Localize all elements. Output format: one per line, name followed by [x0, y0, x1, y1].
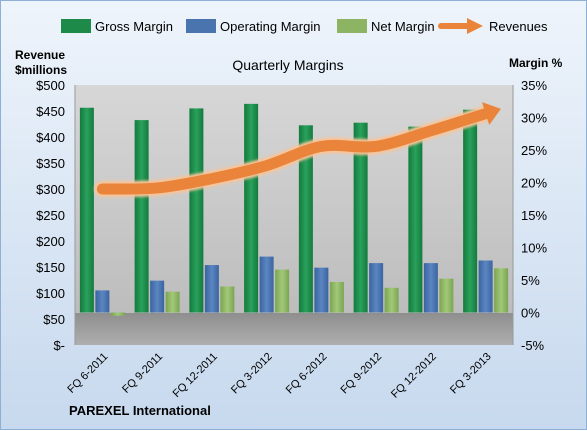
legend-swatch-gross-margin	[61, 19, 91, 33]
legend-label-net-margin: Net Margin	[371, 19, 435, 34]
right-tick-label: 10%	[521, 241, 547, 256]
bar-gross-margin	[79, 107, 94, 313]
revenue-line	[94, 102, 501, 198]
footer-company: PAREXEL International	[69, 403, 211, 418]
x-tick-label: FQ 3-2013	[448, 351, 494, 397]
x-tick-label: FQ 12-2012	[389, 351, 439, 401]
left-axis-title-line2: $millions	[15, 63, 67, 77]
bar-net-margin	[384, 287, 399, 313]
bar-operating-margin	[423, 263, 438, 313]
bar-net-margin	[165, 291, 180, 313]
bar-net-margin	[329, 281, 344, 313]
bar-net-margin	[494, 268, 509, 313]
bar-operating-margin	[478, 260, 493, 313]
bar-net-margin	[275, 269, 290, 313]
plot-lower-band	[75, 313, 513, 345]
bar-operating-margin	[95, 290, 110, 313]
legend-label-revenues: Revenues	[489, 19, 548, 34]
right-tick-label: 25%	[521, 143, 547, 158]
legend-label-gross-margin: Gross Margin	[95, 19, 173, 34]
bar-operating-margin	[150, 280, 165, 313]
left-tick-label: $250	[36, 208, 65, 223]
bar-gross-margin	[463, 109, 478, 313]
x-tick-label: FQ 6-2011	[65, 351, 110, 396]
right-axis-title: Margin %	[509, 56, 563, 70]
legend-swatch-operating-margin	[186, 19, 216, 33]
right-tick-label: 15%	[521, 208, 547, 223]
bar-gross-margin	[134, 120, 149, 313]
bar-gross-margin	[189, 108, 204, 313]
right-tick-label: 30%	[521, 111, 547, 126]
right-tick-label: -5%	[521, 338, 545, 353]
legend-swatch-net-margin	[337, 19, 367, 33]
left-tick-label: $400	[36, 130, 65, 145]
left-tick-label: $300	[36, 182, 65, 197]
bar-net-margin	[439, 278, 454, 313]
right-tick-label: 35%	[521, 78, 547, 93]
legend: Gross Margin Operating Margin Net Margin…	[61, 18, 548, 34]
left-tick-label: $450	[36, 104, 65, 119]
bar-net-margin	[220, 286, 235, 313]
left-tick-label: $200	[36, 234, 65, 249]
bar-gross-margin	[298, 125, 313, 313]
bar-gross-margin	[244, 103, 259, 313]
legend-swatch-revenues	[438, 18, 483, 34]
left-tick-label: $150	[36, 260, 65, 275]
left-tick-label: $100	[36, 286, 65, 301]
bar-operating-margin	[369, 263, 384, 313]
legend-label-operating-margin: Operating Margin	[220, 19, 320, 34]
x-tick-label: FQ 3-2012	[229, 351, 275, 397]
bar-gross-margin	[408, 126, 423, 313]
x-tick-label: FQ 6-2012	[284, 351, 330, 397]
bar-operating-margin	[314, 267, 329, 313]
x-axis-labels: FQ 6-2011 FQ 9-2011 FQ 12-2011 FQ 3-2012 FQ …	[65, 351, 493, 401]
bar-gross-margin	[353, 122, 368, 313]
chart-title: Quarterly Margins	[232, 57, 343, 73]
right-tick-label: 5%	[521, 273, 540, 288]
bar-operating-margin	[259, 256, 274, 313]
bar-net-margin	[110, 312, 125, 316]
x-tick-label: FQ 12-2011	[171, 351, 220, 400]
right-tick-label: 0%	[521, 306, 540, 321]
left-axis-title-line1: Revenue	[15, 48, 65, 62]
revenue-line-path	[96, 108, 492, 195]
x-tick-label: FQ 9-2011	[120, 351, 165, 396]
right-axis-ticks: -5% 0% 5% 10% 15% 20% 25% 30% 35%	[521, 78, 547, 353]
left-tick-label: $50	[43, 312, 65, 327]
left-tick-label: $500	[36, 78, 65, 93]
x-tick-label: FQ 9-2012	[339, 351, 385, 397]
left-tick-label: $350	[36, 156, 65, 171]
left-tick-label: $-	[53, 338, 65, 353]
bar-operating-margin	[204, 265, 219, 313]
right-tick-label: 20%	[521, 176, 547, 191]
left-axis-ticks: $- $50 $100 $150 $200 $250 $300 $350 $400 $450 $50…	[36, 78, 65, 353]
bars	[79, 103, 509, 316]
revenue-arrowhead	[482, 102, 501, 126]
